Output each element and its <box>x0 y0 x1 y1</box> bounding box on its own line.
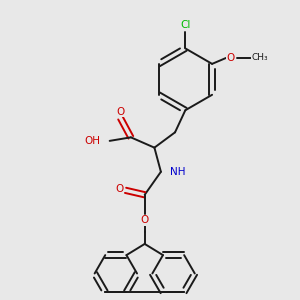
Text: CH₃: CH₃ <box>251 53 268 62</box>
Text: NH: NH <box>170 167 186 177</box>
Text: OH: OH <box>84 136 100 146</box>
Text: O: O <box>116 184 124 194</box>
Text: O: O <box>141 215 149 225</box>
Text: O: O <box>116 107 125 117</box>
Text: Cl: Cl <box>180 20 190 30</box>
Text: O: O <box>226 53 235 63</box>
